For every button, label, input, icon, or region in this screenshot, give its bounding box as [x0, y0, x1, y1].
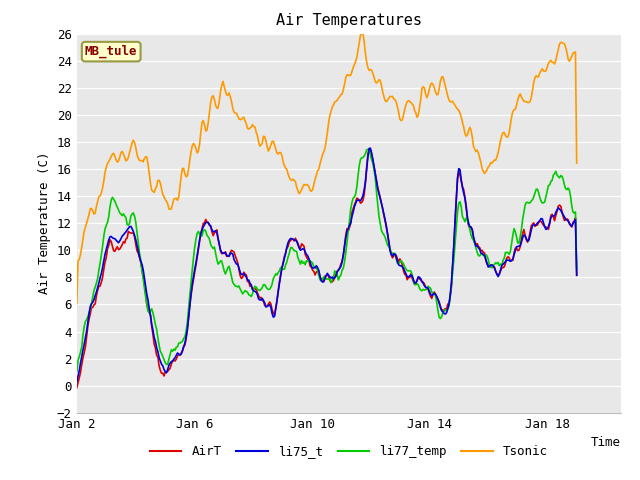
AirT: [440, 308, 448, 314]
Legend: AirT, li75_t, li77_temp, Tsonic: AirT, li75_t, li77_temp, Tsonic: [145, 441, 552, 463]
AirT: [240, 269, 248, 275]
Tsonic: [426, 86, 433, 92]
li77_temp: [73, 369, 81, 374]
Line: li77_temp: li77_temp: [77, 149, 577, 372]
X-axis label: Time: Time: [591, 436, 621, 449]
Tsonic: [573, 160, 580, 166]
li77_temp: [223, 268, 230, 274]
li77_temp: [351, 194, 358, 200]
li77_temp: [440, 308, 448, 314]
Y-axis label: Air Temperature (C): Air Temperature (C): [38, 152, 51, 294]
li75_t: [240, 271, 248, 276]
Tsonic: [524, 99, 531, 105]
li75_t: [223, 252, 230, 258]
AirT: [426, 290, 433, 296]
Tsonic: [73, 301, 81, 307]
Line: li75_t: li75_t: [77, 148, 577, 382]
Tsonic: [240, 114, 248, 120]
li75_t: [440, 311, 448, 316]
li77_temp: [524, 200, 531, 205]
li77_temp: [240, 289, 248, 295]
li77_temp: [364, 146, 372, 152]
Line: Tsonic: Tsonic: [77, 34, 577, 304]
Line: AirT: AirT: [77, 149, 577, 388]
AirT: [573, 273, 580, 278]
li77_temp: [573, 266, 580, 272]
AirT: [73, 385, 81, 391]
Text: MB_tule: MB_tule: [85, 45, 138, 58]
AirT: [365, 146, 373, 152]
li75_t: [524, 238, 531, 244]
li75_t: [367, 145, 374, 151]
Tsonic: [223, 92, 230, 98]
li75_t: [426, 288, 433, 294]
AirT: [524, 239, 531, 245]
li75_t: [351, 204, 358, 210]
AirT: [351, 202, 358, 208]
li75_t: [573, 272, 580, 278]
li77_temp: [426, 285, 433, 290]
Tsonic: [358, 31, 365, 36]
Title: Air Temperatures: Air Temperatures: [276, 13, 422, 28]
Tsonic: [351, 62, 358, 68]
Tsonic: [440, 78, 448, 84]
AirT: [223, 253, 230, 259]
li75_t: [73, 379, 81, 385]
